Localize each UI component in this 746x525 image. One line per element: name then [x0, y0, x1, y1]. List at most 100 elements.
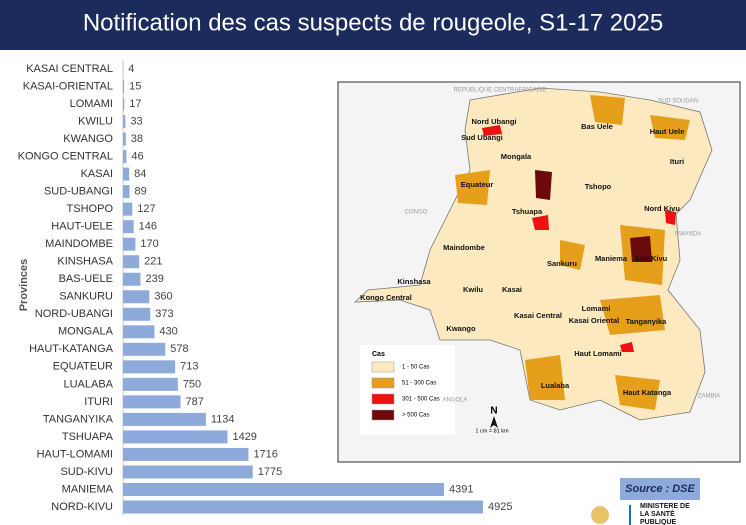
map-label: Kasai Central: [514, 311, 562, 320]
bar: [123, 237, 136, 251]
source: Source : DSE: [625, 483, 695, 495]
category-label: LOMAMI: [70, 98, 113, 110]
category-label: TSHUAPA: [62, 431, 114, 443]
bar: [123, 430, 228, 444]
category-label: ITURI: [84, 396, 113, 408]
legend-swatch: [371, 393, 395, 405]
map-label: Sud Kivu: [635, 254, 668, 263]
bar: [123, 447, 249, 461]
country-label: ZAMBIA: [698, 394, 720, 400]
country-label: CONGO: [405, 210, 428, 216]
category-label: SUD-UBANGI: [44, 186, 113, 198]
value-label: 787: [186, 396, 204, 408]
category-label: MANIEMA: [62, 483, 114, 495]
bar: [123, 412, 206, 426]
category-label: NORD-UBANGI: [35, 308, 113, 320]
value-label: 430: [159, 326, 177, 338]
category-label: BAS-UELE: [59, 273, 113, 285]
map-label: Tanganyika: [626, 317, 668, 326]
legend-box: [360, 345, 455, 435]
category-label: MONGALA: [58, 326, 114, 338]
bar: [123, 202, 133, 216]
value-label: 89: [135, 186, 147, 198]
map-label: Tshopo: [585, 182, 612, 191]
value-label: 1775: [258, 466, 282, 478]
map-patches-dark: [535, 170, 652, 262]
value-label: 4391: [449, 483, 473, 495]
bar: [123, 220, 134, 234]
bar: [123, 325, 155, 339]
map-label: Haut Lomami: [574, 349, 622, 358]
country-shape: [353, 87, 713, 421]
map-label: Maindombe: [443, 243, 485, 252]
bar: [123, 150, 127, 164]
category-label: HAUT-UELE: [51, 221, 113, 233]
category-label: KASAI-ORIENTAL: [23, 80, 113, 92]
category-label: KINSHASA: [57, 256, 113, 268]
bar: [123, 185, 130, 199]
map-label: Haut Uele: [650, 127, 685, 136]
category-label: TSHOPO: [67, 203, 114, 215]
map: Cas N 1 cm = 81 km Nord Ubangi Sud Ubangi…: [337, 81, 741, 463]
value-label: 4: [128, 63, 134, 75]
map-label: Kwango: [446, 324, 476, 333]
logo-emblem: [591, 506, 609, 524]
bar: [123, 395, 181, 409]
map-label: Sankuru: [547, 259, 577, 268]
category-label: SUD-KIVU: [60, 466, 113, 478]
bar: [123, 115, 126, 129]
map-scale: 1 cm = 81 km: [475, 428, 509, 434]
map-label: Kongo Central: [360, 293, 412, 302]
map-label: Sud Ubangi: [461, 133, 503, 142]
value-label: 713: [180, 361, 198, 373]
map-label: Maniema: [595, 254, 628, 263]
category-label: SANKURU: [59, 291, 113, 303]
bar: [123, 80, 125, 94]
country-label: REPUBLIQUE CENTRAFRICAINE: [453, 88, 546, 94]
legend-swatch: [371, 377, 395, 389]
y-axis-label: Provinces: [18, 259, 30, 312]
logo-box: MINISTÈRE DE LA SANTÉ PUBLIQUE: [640, 503, 690, 525]
legend-label: 301 - 500 Cas: [402, 397, 440, 403]
category-label: KWILU: [78, 115, 113, 127]
bar: [123, 290, 150, 304]
map-label: Kasai: [502, 285, 522, 294]
map-label: Ituri: [670, 157, 684, 166]
bar: [123, 465, 253, 479]
bar: [123, 307, 151, 321]
chart-title: Notification des cas suspects de rougeol…: [83, 9, 663, 36]
map-label: Kinshasa: [397, 277, 431, 286]
source-box: [620, 478, 700, 500]
category-label: TANGANYIKA: [43, 413, 114, 425]
value-label: 1134: [211, 413, 235, 425]
bar: [123, 360, 176, 374]
legend-title: Cas: [372, 351, 385, 358]
legend-swatch: [371, 409, 395, 421]
value-label: 46: [131, 151, 143, 163]
category-label: HAUT-KATANGA: [29, 343, 114, 355]
value-label: 146: [139, 221, 157, 233]
value-label: 170: [140, 238, 158, 250]
category-label: NORD-KIVU: [51, 501, 113, 513]
category-label: EQUATEUR: [53, 361, 113, 373]
map-label: Kasai Oriental: [569, 316, 619, 325]
value-label: 38: [131, 133, 143, 145]
value-label: 4925: [488, 501, 512, 513]
country-label: ANGOLA: [442, 398, 467, 404]
value-label: 360: [154, 291, 172, 303]
bar: [123, 377, 178, 391]
country-label: RWANDA: [675, 232, 701, 238]
value-label: 578: [170, 343, 188, 355]
bar: [123, 255, 140, 269]
category-label: KWANGO: [63, 133, 113, 145]
bar: [123, 97, 125, 111]
logo-text: MINISTÈRE DE LA SANTÉ PUBLIQUE: [640, 503, 690, 525]
map-label: Lualaba: [541, 381, 570, 390]
bar: [123, 500, 484, 514]
north-arrow-icon: [490, 416, 498, 428]
map-label: Nord Ubangi: [472, 117, 517, 126]
bar: [123, 482, 444, 496]
value-label: 1716: [253, 448, 277, 460]
map-label: Nord Kivu: [644, 204, 680, 213]
map-label: Equateur: [461, 180, 494, 189]
